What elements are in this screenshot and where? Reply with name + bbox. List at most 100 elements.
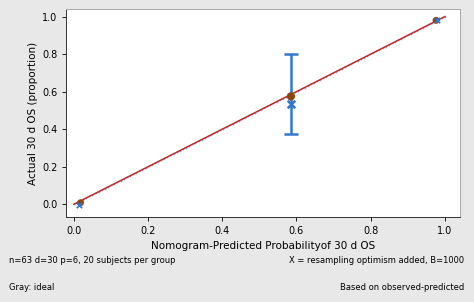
Point <box>335 68 343 72</box>
Point <box>287 101 295 106</box>
Text: Gray: ideal: Gray: ideal <box>9 283 55 292</box>
Point <box>145 164 153 169</box>
Point <box>373 49 380 54</box>
Point <box>304 84 311 88</box>
Point <box>217 128 224 133</box>
Point <box>413 28 420 33</box>
Point <box>76 199 84 204</box>
Point <box>307 82 315 87</box>
Point <box>332 69 339 74</box>
Point <box>294 88 302 93</box>
Point <box>273 99 280 104</box>
Point <box>229 121 237 126</box>
Point <box>285 93 293 98</box>
Point <box>313 79 321 84</box>
Point <box>369 50 377 55</box>
Point <box>382 44 390 49</box>
Point <box>375 47 383 52</box>
Text: n=63 d=30 p=6, 20 subjects per group: n=63 d=30 p=6, 20 subjects per group <box>9 256 176 265</box>
Point <box>182 145 190 150</box>
Point <box>351 60 358 65</box>
Point <box>432 19 439 24</box>
Point <box>138 167 146 172</box>
Point <box>235 118 243 123</box>
Point <box>428 21 436 25</box>
Point <box>366 52 374 57</box>
Point <box>419 25 427 30</box>
X-axis label: Nomogram-Predicted Probabilityof 30 d OS: Nomogram-Predicted Probabilityof 30 d OS <box>151 241 375 251</box>
Point <box>264 104 271 109</box>
Point <box>232 120 240 125</box>
Point <box>407 31 414 36</box>
Point <box>426 22 433 27</box>
Point <box>157 158 165 162</box>
Point <box>189 142 196 147</box>
Point <box>132 170 140 175</box>
Point <box>357 57 365 62</box>
Point <box>279 96 287 101</box>
Point <box>298 87 305 92</box>
Point <box>210 131 218 136</box>
Point <box>251 111 258 115</box>
Point <box>79 197 87 202</box>
Point <box>185 143 193 148</box>
Point <box>438 16 446 21</box>
Point <box>287 94 295 99</box>
Point <box>354 58 361 63</box>
Point <box>242 115 249 120</box>
Point <box>191 140 199 145</box>
Point <box>363 53 371 58</box>
Point <box>416 27 424 32</box>
Point <box>201 136 209 140</box>
Point <box>82 196 90 201</box>
Point <box>316 77 324 82</box>
Point <box>75 202 82 207</box>
Point <box>154 159 162 164</box>
Point <box>257 107 264 112</box>
Point <box>70 202 78 207</box>
Point <box>341 65 349 69</box>
Point <box>260 106 268 111</box>
Point <box>266 102 274 107</box>
Point <box>410 30 418 35</box>
Point <box>432 18 440 23</box>
Point <box>126 173 134 178</box>
Point <box>129 172 137 177</box>
Point <box>120 177 128 182</box>
Point <box>179 147 187 152</box>
Point <box>92 191 100 196</box>
Point <box>136 169 143 174</box>
Text: X = resampling optimism added, B=1000: X = resampling optimism added, B=1000 <box>290 256 465 265</box>
Point <box>101 186 109 191</box>
Point <box>338 66 346 71</box>
Point <box>248 112 255 117</box>
Point <box>435 17 443 22</box>
Point <box>385 43 392 47</box>
Point <box>207 133 215 137</box>
Point <box>73 200 81 205</box>
Point <box>433 17 441 22</box>
Y-axis label: Actual 30 d OS (proportion): Actual 30 d OS (proportion) <box>28 42 38 185</box>
Point <box>404 33 411 38</box>
Point <box>204 134 212 139</box>
Point <box>398 36 405 41</box>
Point <box>117 178 124 183</box>
Point <box>164 155 171 159</box>
Point <box>167 153 174 158</box>
Point <box>310 80 318 85</box>
Point <box>142 165 149 170</box>
Point <box>160 156 168 161</box>
Point <box>329 71 337 76</box>
Point <box>323 74 330 79</box>
Point <box>326 72 333 77</box>
Point <box>77 201 84 205</box>
Point <box>114 180 121 185</box>
Point <box>360 55 368 60</box>
Point <box>270 101 277 106</box>
Point <box>441 14 449 19</box>
Point <box>86 194 93 199</box>
Point <box>238 117 246 121</box>
Point <box>213 129 221 134</box>
Point <box>98 188 106 192</box>
Point <box>401 35 408 40</box>
